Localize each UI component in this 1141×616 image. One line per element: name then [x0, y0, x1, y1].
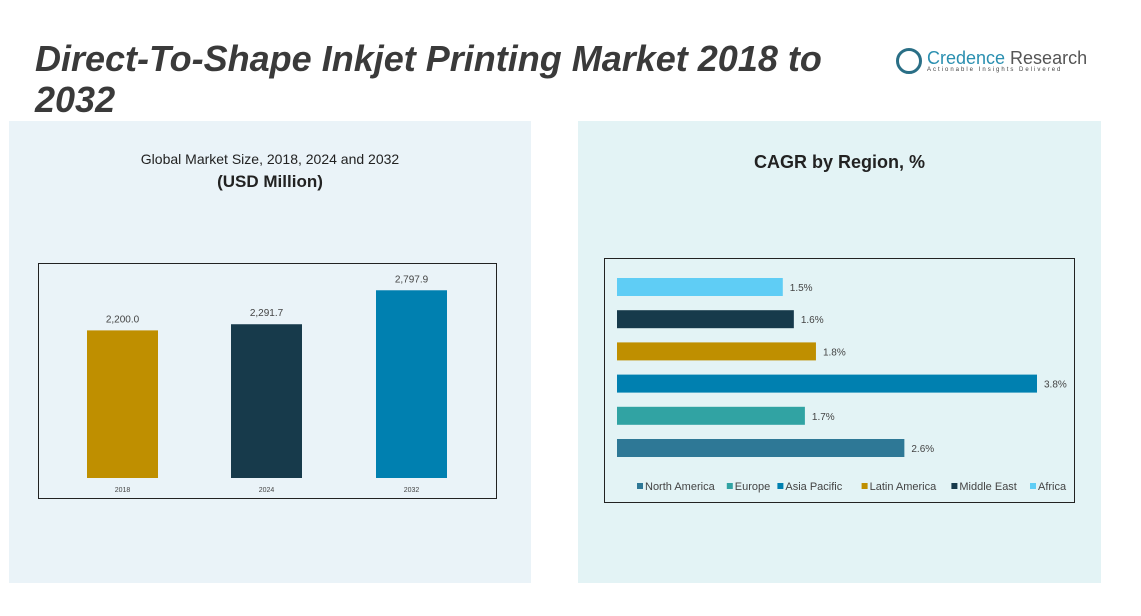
bar-2018: [87, 330, 158, 478]
data-label: 2,200.0: [106, 314, 140, 325]
legend-item: Latin America: [870, 481, 938, 493]
market-size-frame: [38, 263, 497, 499]
bar-North America: [617, 439, 905, 457]
data-label: 2,291.7: [250, 308, 284, 319]
data-label: 1.6%: [801, 315, 824, 326]
bar-2024: [231, 324, 302, 478]
data-label: 2.6%: [911, 444, 934, 455]
cagr-frame: [604, 258, 1075, 503]
chart-title: Global Market Size, 2018, 2024 and 2032: [140, 151, 400, 167]
data-label: 3.8%: [1044, 380, 1067, 391]
legend-item: Africa: [1038, 481, 1067, 493]
legend-item: Middle East: [959, 481, 1016, 493]
legend-swatch: [637, 483, 643, 489]
chart-subtitle: (USD Million): [217, 172, 323, 191]
legend-swatch: [861, 483, 868, 489]
data-label: 2,797.9: [395, 274, 429, 285]
data-label: 1.7%: [812, 412, 835, 423]
bar-Africa: [617, 278, 783, 296]
legend-swatch: [777, 483, 784, 489]
logo-name: Credence: [927, 48, 1006, 68]
x-tick-label: 2032: [404, 487, 420, 494]
legend-swatch: [951, 483, 958, 489]
x-tick-label: 2018: [115, 487, 131, 494]
data-label: 1.8%: [823, 347, 846, 358]
bar-Asia Pacific: [617, 374, 1037, 393]
logo-icon: [896, 48, 922, 74]
legend-item: Europe: [735, 481, 770, 493]
bar-Middle East: [617, 310, 794, 329]
data-label: 1.5%: [790, 283, 813, 294]
legend-swatch: [1030, 483, 1036, 489]
logo-tagline: Actionable Insights Delivered: [927, 67, 1063, 73]
bar-Latin America: [617, 342, 816, 361]
legend-item: Asia Pacific: [785, 481, 842, 493]
chart-title: CAGR by Region, %: [753, 152, 925, 172]
legend-item: North America: [645, 481, 716, 493]
bar-2032: [376, 290, 447, 478]
logo: Credence Research Actionable Insights De…: [896, 48, 1087, 74]
page-title: Direct-To-Shape Inkjet Printing Market 2…: [35, 38, 822, 120]
x-tick-label: 2024: [259, 487, 275, 494]
logo-name-b: Research: [1005, 48, 1088, 68]
bar-Europe: [617, 406, 805, 425]
legend-swatch: [726, 483, 733, 489]
